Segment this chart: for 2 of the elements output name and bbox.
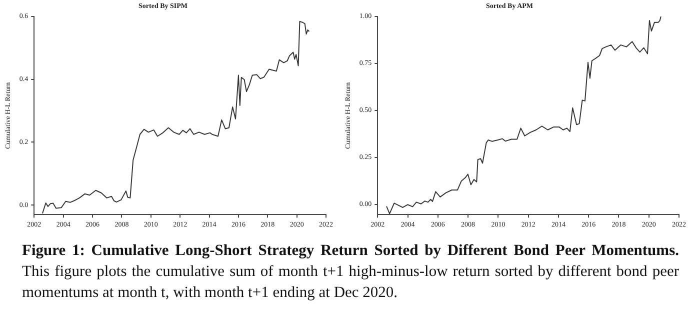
text: Figure 1: Cumulative Long-Short Strategy Return Sorted by Different Bond Peer Momentums. bbox=[22, 242, 679, 259]
text: This figure plots the cumulative sum of month t+1 high-minus-low return sorted by different bond peer momentums at month t, with month t+1 ending at Dec 2020. bbox=[22, 263, 679, 301]
